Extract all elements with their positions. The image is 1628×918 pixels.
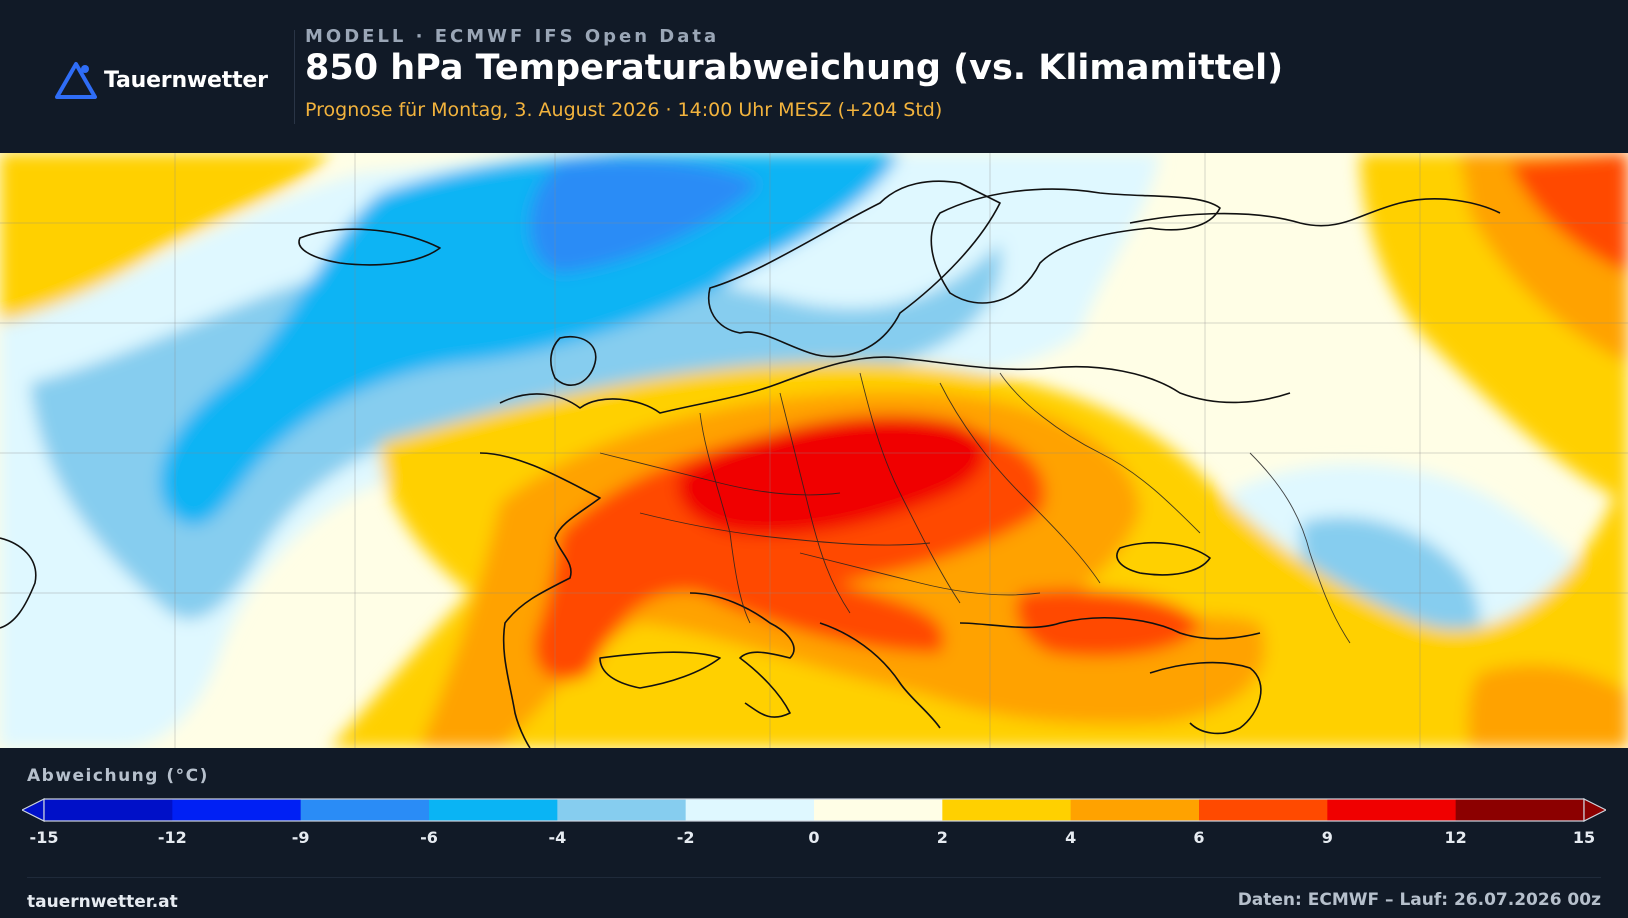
legend-tick-label: 12	[1444, 828, 1467, 847]
legend-tick-label: 6	[1193, 828, 1205, 847]
field-deep-blue	[530, 159, 760, 273]
legend-tick-label: 4	[1065, 828, 1077, 847]
colorbar-bin	[1070, 799, 1200, 821]
field-red-orange-se	[1016, 589, 1200, 657]
field-warm-west	[0, 153, 330, 323]
field-orange-se	[1468, 664, 1628, 748]
footer-divider	[27, 877, 1601, 878]
legend-tick-label: -12	[157, 828, 187, 847]
legend-tick-label: 2	[936, 828, 948, 847]
colorbar-bin	[1327, 799, 1457, 821]
legend-tick-label: -2	[676, 828, 695, 847]
colorbar-bin	[1455, 799, 1585, 821]
anomaly-field	[0, 153, 1628, 748]
colorbar-bin	[429, 799, 558, 821]
header-divider	[294, 30, 295, 124]
legend-colorbar	[22, 798, 1606, 822]
anomaly-map[interactable]	[0, 153, 1628, 748]
coastlines	[0, 180, 1501, 748]
legend-tick-label: 9	[1321, 828, 1333, 847]
header-bar: Tauernwetter MODELL · ECMWF IFS Open Dat…	[0, 0, 1628, 153]
legend-tick-label: 0	[808, 828, 820, 847]
mountain-triangle-icon	[55, 62, 97, 99]
brand-name: Tauernwetter	[104, 67, 268, 93]
colorbar-bin	[685, 799, 815, 821]
forecast-time: Prognose für Montag, 3. August 2026 · 14…	[305, 99, 943, 121]
graticule	[0, 153, 1628, 748]
field-red-orange-ne	[1510, 153, 1628, 273]
colorbar-bin	[814, 799, 943, 821]
colorbar-bin	[300, 799, 430, 821]
field-blue	[159, 153, 901, 526]
colorbar-over-arrow	[1583, 798, 1606, 822]
page-title: 850 hPa Temperaturabweichung (vs. Klimam…	[305, 48, 1284, 88]
legend-tick-label: -4	[548, 828, 567, 847]
legend-title: Abweichung (°C)	[27, 766, 209, 786]
colorbar-under-arrow	[22, 798, 45, 822]
country-borders	[599, 372, 1351, 644]
colorbar-bin	[172, 799, 302, 821]
colorbar-bin	[942, 799, 1072, 821]
brand-logo[interactable]: Tauernwetter	[54, 60, 268, 100]
colorbar-bin	[557, 799, 687, 821]
legend-tick-label: -9	[291, 828, 310, 847]
model-label: MODELL · ECMWF IFS Open Data	[305, 26, 720, 47]
footer-site[interactable]: tauernwetter.at	[27, 892, 178, 912]
field-red	[677, 415, 986, 536]
colorbar-bin	[1199, 799, 1328, 821]
colorbar-bin	[44, 799, 173, 821]
footer-source: Daten: ECMWF – Lauf: 26.07.2026 00z	[1237, 890, 1601, 910]
legend-tick-label: -6	[420, 828, 438, 847]
legend-tick-label: -15	[29, 828, 59, 847]
legend-tick-label: 15	[1572, 828, 1596, 847]
